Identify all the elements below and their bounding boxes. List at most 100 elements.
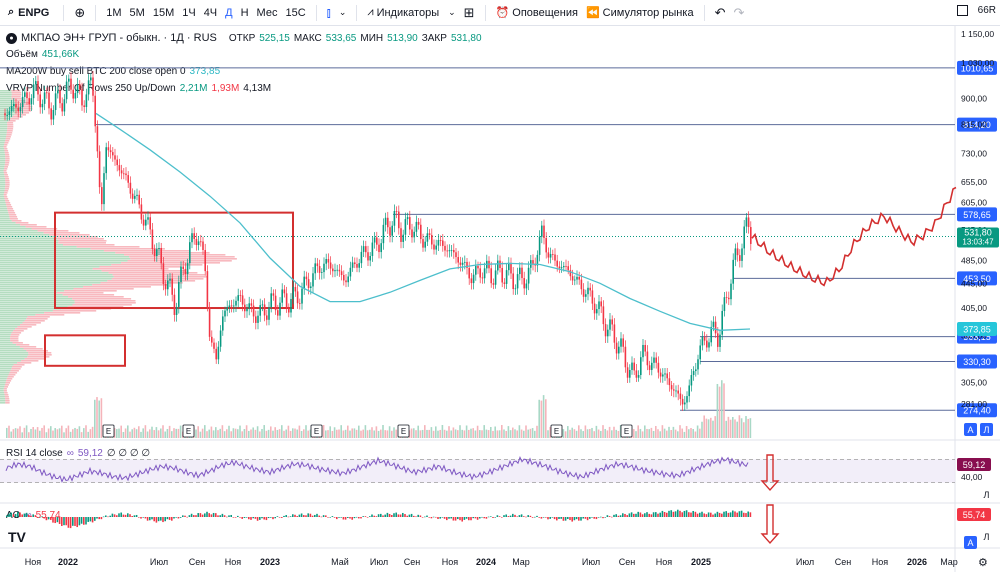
legend-title[interactable]: МКПАО ЭН+ ГРУП - обыкн. · 1Д · RUS <box>21 32 217 44</box>
candle-down <box>648 365 651 370</box>
volume-bar <box>340 425 342 438</box>
vp-bar-up <box>0 146 4 148</box>
volume-bar <box>589 428 591 438</box>
candle-down <box>552 254 554 255</box>
ao-bar <box>164 517 166 522</box>
interval-4[interactable]: 4Ч <box>203 6 218 19</box>
legend-ma[interactable]: MA200W buy sell BTC 200 close open 0 373… <box>6 66 220 77</box>
interval-5[interactable]: Д <box>225 6 233 19</box>
vp-bar-down <box>28 354 52 356</box>
interval-0[interactable]: 1М <box>106 6 122 19</box>
legend-volume[interactable]: Объём 451,66K <box>6 49 79 60</box>
candle-up <box>224 310 226 317</box>
symbol-search[interactable]: ⌕ ENPG <box>0 6 57 19</box>
alerts-button[interactable]: ⏰ Оповещения <box>492 6 582 20</box>
symbol-name: ENPG <box>18 6 50 19</box>
fullscreen-icon[interactable] <box>956 5 968 16</box>
ao-bar <box>382 515 384 517</box>
volume-bar <box>56 429 59 438</box>
vp-bar-up <box>0 122 8 124</box>
candle-up <box>191 233 193 243</box>
volume-bar <box>195 429 197 438</box>
volume-bar <box>520 429 523 438</box>
ao-bar <box>672 511 675 517</box>
replay-button[interactable]: ⏪ Симулятор рынка <box>582 6 698 20</box>
x-axis-tick: Сен <box>835 557 852 567</box>
candles-icon[interactable]: ⫾ <box>326 4 331 20</box>
vp-bar-down <box>13 330 24 332</box>
candle-down <box>591 290 594 304</box>
vp-bar-down <box>5 180 10 182</box>
y-axis-tick: 365,00 <box>961 330 987 340</box>
ao-bar <box>622 513 624 517</box>
legend-ao[interactable]: AO ∞ 55,74 <box>6 510 61 521</box>
vp-bar-up <box>0 220 12 222</box>
candle-down <box>703 336 706 341</box>
redo-icon[interactable]: ↷ <box>733 4 745 20</box>
vp-bar-up <box>0 324 20 326</box>
volume-bar <box>267 429 270 438</box>
vp-bar-up <box>0 208 8 210</box>
ao-bar <box>151 517 153 520</box>
indicators-button[interactable]: ⩘ Индикаторы ⌄ <box>363 6 459 19</box>
candle-down <box>398 211 400 229</box>
vp-bar-up <box>0 144 5 146</box>
volume-bar <box>432 430 435 438</box>
legend-vrvp[interactable]: VRVP Number Of Rows 250 Up/Down 2,21M 1,… <box>6 83 271 94</box>
candle-up <box>222 316 224 331</box>
interval-3[interactable]: 1Ч <box>182 6 196 19</box>
chevron-down-icon[interactable]: ⌄ <box>338 7 347 17</box>
volume-bar <box>457 430 459 438</box>
interval-6[interactable]: Н <box>240 6 249 19</box>
volume-bar <box>239 425 241 438</box>
separator <box>356 4 358 21</box>
y-axis-tick: 605,00 <box>961 198 987 208</box>
interval-1[interactable]: 5М <box>129 6 145 19</box>
ao-bar <box>190 513 193 517</box>
vp-bar-down <box>5 140 10 142</box>
candle-up <box>514 288 517 290</box>
candle-up <box>63 99 66 112</box>
compare-plus-icon[interactable]: ⊕ <box>74 4 86 20</box>
interval-2[interactable]: 15М <box>152 6 175 19</box>
volume-bar <box>714 416 716 438</box>
volume-bar <box>349 430 351 438</box>
volume-bar <box>503 429 505 438</box>
ao-bar <box>272 517 274 520</box>
candle-down <box>338 269 341 272</box>
vp-bar-down <box>5 178 10 180</box>
vp-bar-up <box>0 186 6 188</box>
candle-up <box>323 263 325 273</box>
volume-bar <box>683 431 686 438</box>
volume-bar <box>179 425 182 438</box>
volume-bar <box>164 431 166 438</box>
volume-bar <box>580 429 582 438</box>
rsi-settings-icon[interactable]: ∞ <box>66 448 74 459</box>
interval-7[interactable]: Мес <box>256 6 278 19</box>
candle-down <box>626 367 629 378</box>
candle-down <box>442 240 444 246</box>
candle-up <box>662 374 664 377</box>
ao-settings-icon[interactable]: ∞ <box>24 510 32 521</box>
volume-bar <box>347 425 349 438</box>
legend-rsi[interactable]: RSI 14 close ∞ 59,12 ∅ ∅ ∅ ∅ <box>6 448 150 459</box>
volume-bar <box>490 427 492 438</box>
layouts-grid-icon[interactable]: ⊞ <box>463 4 475 20</box>
vp-bar-down <box>49 234 90 236</box>
vp-bar-down <box>3 388 7 390</box>
volume-bar <box>391 430 393 438</box>
volume-bar <box>32 427 34 438</box>
volume-bar <box>289 430 292 438</box>
vp-bar-up <box>0 282 101 284</box>
volume-bar <box>399 425 402 438</box>
volume-bar <box>100 398 103 438</box>
volume-bar <box>109 425 111 438</box>
undo-icon[interactable]: ↶ <box>714 4 726 20</box>
volume-bar <box>206 431 208 438</box>
candle-down <box>173 294 176 315</box>
candle-up <box>448 250 451 252</box>
ao-bar <box>248 517 250 520</box>
candle-down <box>200 241 202 243</box>
vp-bar-up <box>0 212 9 214</box>
interval-8[interactable]: 15С <box>285 6 306 19</box>
